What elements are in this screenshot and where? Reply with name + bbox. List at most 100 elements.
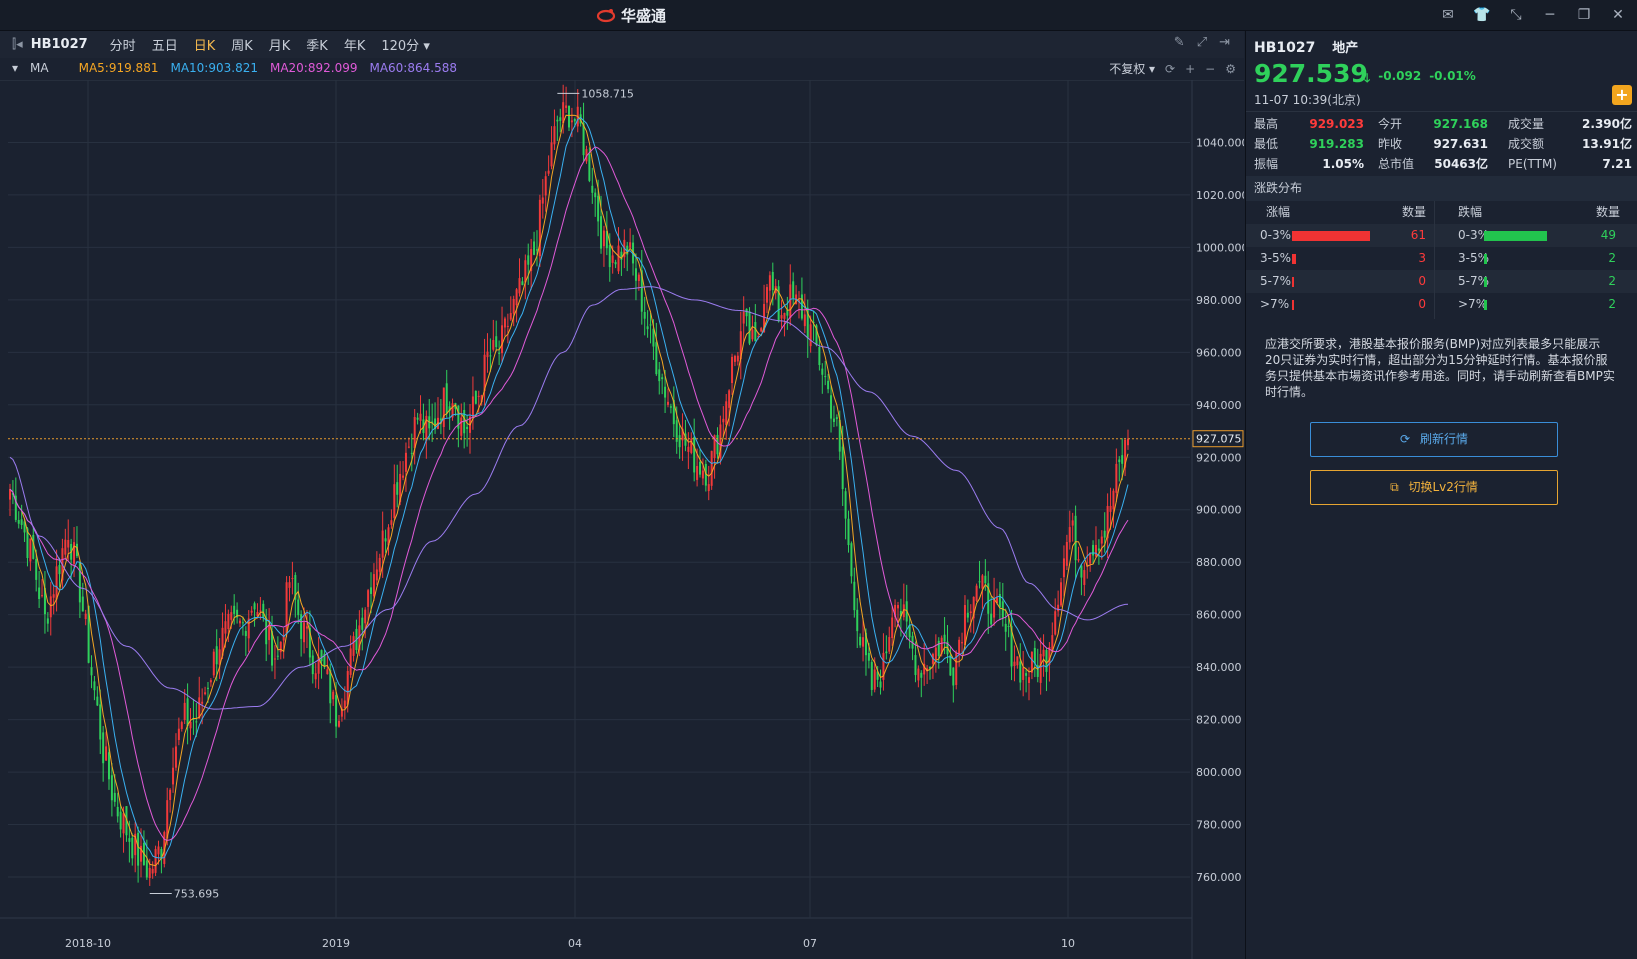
candle [247,610,250,653]
candle [1028,667,1031,701]
tab-quarterly-k[interactable]: 季K [306,39,328,54]
candle [634,253,637,301]
tab-five-day[interactable]: 五日 [151,39,178,54]
candle [684,419,687,452]
zoom-in-icon[interactable]: + [1185,61,1196,76]
candle [445,369,448,418]
adjust-select[interactable]: 不复权 ▾ [1109,62,1156,76]
candle [1013,645,1016,682]
candle [326,652,329,675]
shrink-icon[interactable]: ⤡ [1510,7,1522,23]
candle [273,645,276,680]
candle [1092,540,1095,564]
candle [710,450,713,490]
candle [110,763,113,817]
candle [929,666,932,680]
up-range: 0-3% [1260,228,1292,242]
tab-yearly-k[interactable]: 年K [343,39,366,54]
candle [937,637,940,669]
candle [396,464,399,508]
candle [285,576,288,638]
stat-open: 今开 927.168 [1378,115,1488,134]
candle [987,571,990,634]
candle [952,667,955,703]
close-icon[interactable]: ✕ [1612,7,1624,23]
mail-icon[interactable]: ✉ [1442,7,1454,23]
stat-prev-close: 昨收 927.631 [1378,135,1488,154]
candle [533,231,536,256]
candle [244,626,247,656]
candle [503,316,506,337]
candle [256,603,259,619]
fullscreen-icon[interactable]: ⤢ [1196,35,1208,50]
tab-intraday[interactable]: 分时 [109,39,136,54]
candle [469,404,472,454]
stat-label: 最低 [1254,137,1279,151]
pencil-icon[interactable]: ✎ [1173,35,1185,50]
candle [390,509,393,529]
tab-daily-k[interactable]: 日K [193,39,216,54]
stat-label: 今开 [1378,117,1403,131]
candle [38,571,41,608]
tab-weekly-k[interactable]: 周K [231,39,253,54]
restore-icon[interactable]: ❐ [1577,7,1591,23]
candle [803,293,806,334]
candle [174,733,177,771]
candle [521,276,524,286]
kline-chart[interactable]: 1040.000 1020.000 1000.000 980.000 960.000 94… [0,80,1244,959]
settings-icon[interactable]: ⚙ [1225,61,1236,76]
zoom-out-icon[interactable]: − [1205,61,1216,76]
candle [923,643,926,686]
stat-value: 2.390亿 [1582,117,1632,131]
ma-indicator-label[interactable]: MA [30,61,49,75]
add-watchlist-button[interactable]: + [1612,85,1632,105]
skin-icon[interactable]: 👕 [1473,7,1491,23]
candle [355,619,358,654]
candle [579,107,582,127]
candle [620,247,623,276]
candle [975,583,978,602]
candle [751,315,754,342]
candle [99,689,102,755]
candle [134,822,137,873]
tab-minute-dropdown[interactable]: 120分 ▾ [381,39,430,54]
candle [565,86,568,113]
up-range: 5-7% [1260,274,1292,288]
candle [180,720,183,732]
candle [1083,562,1086,597]
candle [416,412,419,425]
candle [538,194,541,267]
panel-toggle-icon[interactable]: ⫿◂ [12,37,23,52]
candle [879,669,882,695]
stat-label: 总市值 [1378,157,1415,171]
candle [352,631,355,662]
candle [725,394,728,440]
kline-chart-svg[interactable]: 1040.000 1020.000 1000.000 980.000 960.000 94… [0,80,1244,959]
candle [224,604,227,648]
minimize-icon[interactable]: ─ [1545,7,1555,23]
candle [990,596,993,628]
ma20-value: MA20:892.099 [269,61,358,75]
switch-lv2-button[interactable]: ⧉ 切换Lv2行情 [1310,470,1558,505]
candle [856,598,859,649]
candle [832,405,835,428]
down-bar [1484,300,1487,310]
tab-monthly-k[interactable]: 月K [268,39,291,54]
candle [1039,637,1042,695]
ma-dropdown-icon[interactable]: ▾ [12,61,19,75]
up-bar [1292,254,1296,264]
candle [524,254,527,300]
candle [827,373,830,394]
quote-change: -0.092 [1378,69,1422,83]
refresh-chart-icon[interactable]: ⟳ [1165,61,1176,76]
candle [824,360,827,386]
refresh-quote-button[interactable]: ⟳ 刷新行情 [1310,422,1558,457]
distribution-title: 涨跌分布 [1246,176,1637,201]
candle [527,243,530,285]
collapse-panel-icon[interactable]: ⇥ [1219,35,1230,50]
y-tick-label: 860.000 [1196,609,1242,622]
window-controls: ✉ 👕 ⤡ ─ ❐ ✕ [1439,6,1627,24]
candle [518,258,521,297]
y-tick-label: 980.000 [1196,294,1242,307]
stat-label: 振幅 [1254,157,1279,171]
